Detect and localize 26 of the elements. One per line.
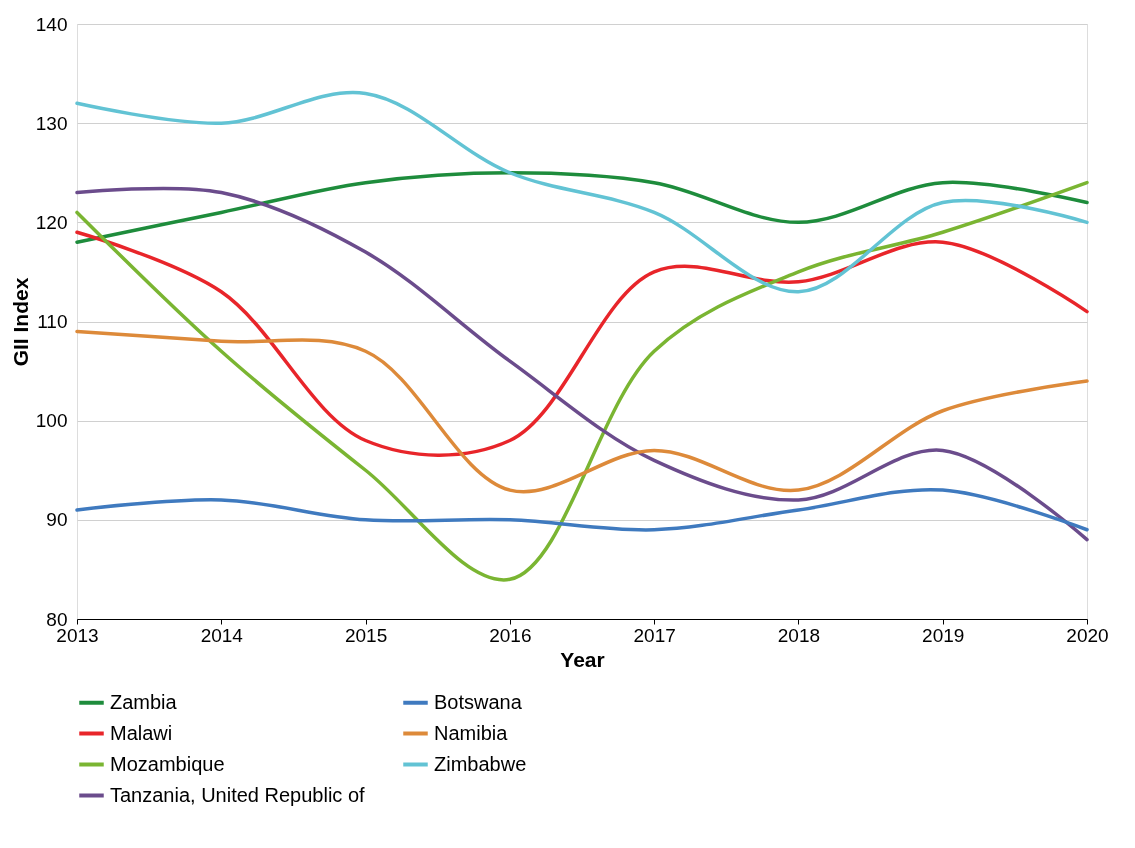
- legend-label: Zimbabwe: [434, 752, 527, 775]
- legend-label: Botswana: [434, 690, 523, 713]
- x-tick-label: 2019: [922, 624, 965, 646]
- y-tick-label: 120: [35, 211, 68, 233]
- y-tick-label: 90: [46, 509, 68, 531]
- y-tick-label: 80: [46, 608, 68, 630]
- y-tick-label: 100: [35, 410, 68, 432]
- y-tick-label: 110: [37, 311, 68, 332]
- line-series: [75, 91, 1089, 294]
- legend-label: Tanzania, United Republic of: [110, 783, 366, 806]
- line-series: [75, 171, 1089, 244]
- legend-label: Mozambique: [110, 752, 225, 775]
- y-axis-title: GII Index: [8, 277, 32, 367]
- x-tick-label: 2018: [777, 624, 821, 646]
- line-series: [75, 487, 1089, 532]
- x-tick-label: 2017: [633, 624, 676, 646]
- x-tick-label: 2014: [200, 624, 244, 646]
- legend-label: Zambia: [110, 690, 178, 713]
- y-tick-label: 130: [35, 112, 68, 134]
- x-tick-label: 2015: [344, 624, 388, 646]
- legend-label: Malawi: [110, 721, 173, 744]
- y-tick-label: 140: [35, 13, 68, 35]
- x-axis-title: Year: [560, 647, 605, 671]
- legend-label: Namibia: [434, 721, 509, 744]
- x-tick-label: 2016: [489, 624, 532, 646]
- x-tick-label: 2020: [1066, 624, 1109, 646]
